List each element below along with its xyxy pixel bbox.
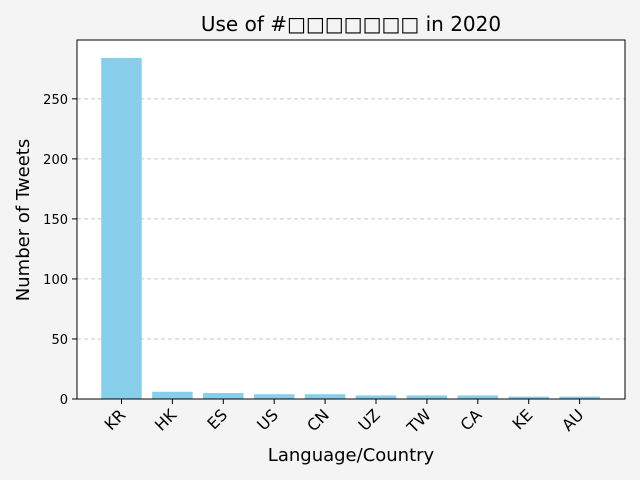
bars	[101, 58, 600, 399]
plot-area	[77, 40, 625, 399]
gridlines	[77, 98, 625, 340]
x-axis-label: Language/Country	[268, 445, 435, 466]
y-tick-label: 0	[60, 393, 68, 408]
bar-ca	[457, 395, 499, 399]
plot-frame	[76, 39, 626, 400]
bar-uz	[355, 395, 397, 399]
bar-cn	[304, 394, 346, 399]
bar-us	[253, 394, 295, 399]
y-tick-label: 50	[51, 333, 68, 348]
y-axis-ticks: 0 50 100 150 200 250	[43, 93, 77, 408]
y-tick-label: 200	[43, 153, 68, 168]
y-tick-label: 100	[43, 273, 68, 288]
bar-ke	[508, 396, 549, 399]
bar-es	[203, 392, 244, 399]
bar-hk	[152, 391, 193, 399]
y-tick-label: 250	[43, 93, 68, 108]
chart-title: Use of #□□□□□□□ in 2020	[201, 12, 501, 36]
bar-kr	[101, 58, 142, 399]
y-axis-label: Number of Tweets	[13, 139, 34, 301]
bar-au	[559, 396, 600, 399]
bar-tw	[406, 395, 448, 399]
y-tick-label: 150	[43, 213, 68, 228]
